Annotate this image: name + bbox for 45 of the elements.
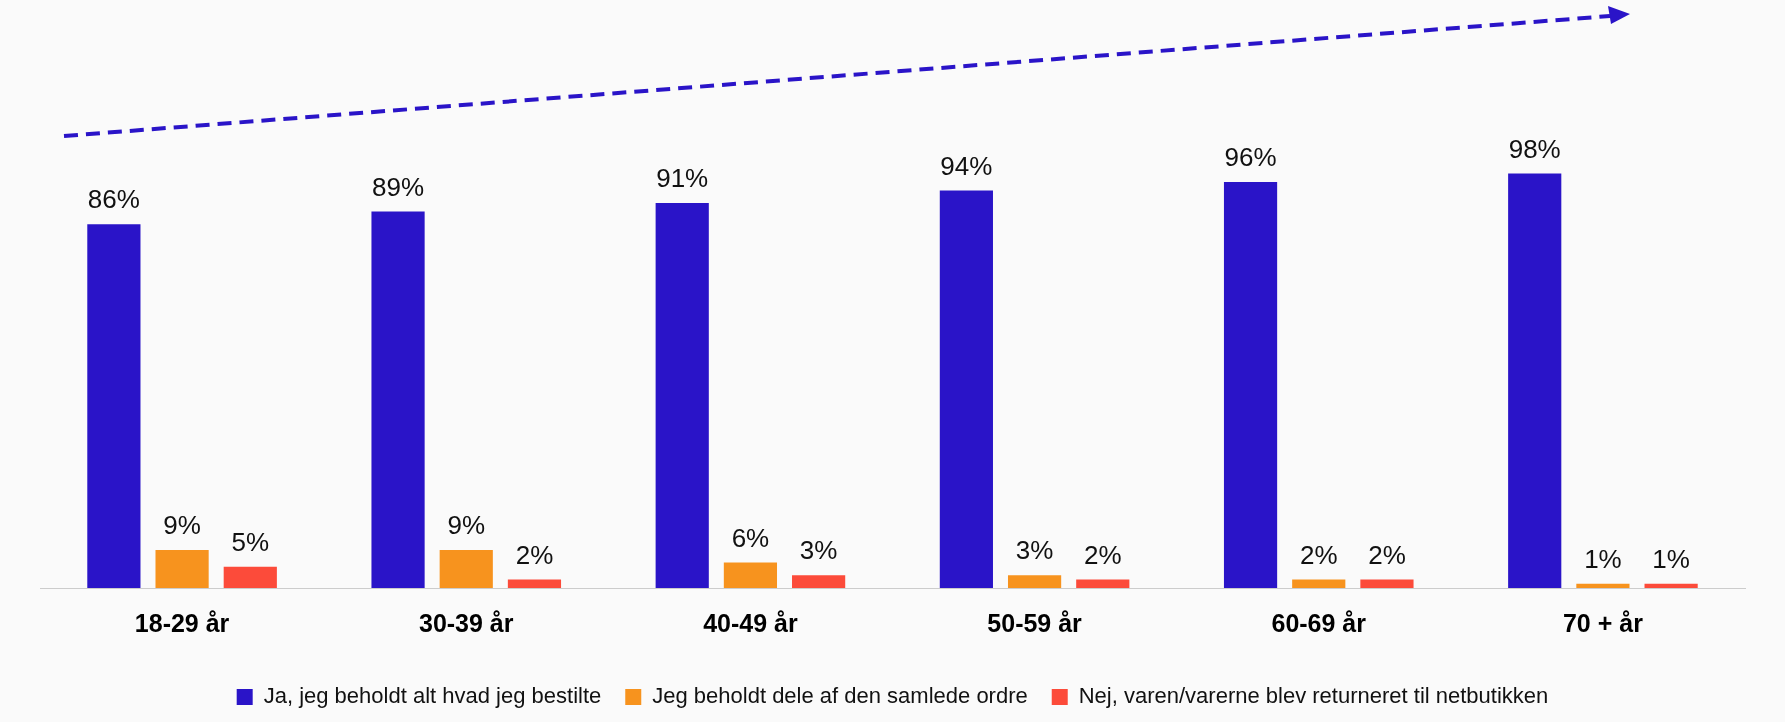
- data-label: 86%: [87, 184, 140, 215]
- data-label: 9%: [163, 510, 201, 541]
- data-label: 2%: [1368, 539, 1406, 570]
- x-tick-label: 40-49 år: [703, 608, 798, 637]
- x-tick-label: 60-69 år: [1271, 608, 1367, 637]
- bar: [1576, 583, 1630, 588]
- bar: [792, 575, 846, 588]
- bar: [1007, 575, 1062, 588]
- bar: [1076, 579, 1130, 588]
- bar: [655, 203, 709, 588]
- data-label: 89%: [372, 171, 425, 202]
- bar: [87, 224, 141, 588]
- x-tick-label: 18-29 år: [134, 608, 230, 637]
- bar: [1644, 583, 1698, 588]
- x-tick-label: 50-59 år: [987, 608, 1083, 637]
- data-label: 2%: [1083, 539, 1122, 570]
- data-label: 91%: [656, 163, 709, 194]
- data-label: 96%: [1224, 142, 1277, 173]
- data-label: 3%: [799, 535, 838, 566]
- data-label: 98%: [1508, 133, 1561, 164]
- data-label: 94%: [940, 150, 993, 181]
- bar: [1223, 181, 1278, 588]
- data-label: 5%: [231, 527, 270, 558]
- x-tick-label: 30-39 år: [418, 608, 514, 637]
- data-label: 6%: [731, 522, 770, 553]
- data-label: 1%: [1584, 543, 1622, 574]
- data-label: 1%: [1652, 543, 1690, 574]
- bar: [371, 211, 425, 588]
- x-tick-label: 70 + år: [1562, 608, 1644, 637]
- data-label: 9%: [447, 510, 486, 541]
- bar: [223, 566, 277, 588]
- data-label: 2%: [1299, 539, 1338, 570]
- legend-label: Jeg beholdt dele af den samlede ordre: [652, 683, 1028, 709]
- data-label: 2%: [515, 539, 554, 570]
- data-label: 3%: [1015, 535, 1054, 566]
- legend-label: Nej, varen/varerne blev returneret til netbutikken: [1078, 683, 1549, 709]
- bar: [507, 579, 562, 588]
- bar: [1292, 579, 1346, 588]
- legend-label: Ja, jeg beholdt alt hvad jeg bestilte: [263, 683, 602, 709]
- bar: [1360, 579, 1414, 588]
- bar: [155, 549, 209, 588]
- bar: [723, 562, 778, 588]
- bar: [1508, 173, 1562, 588]
- bar: [939, 190, 993, 588]
- bar: [439, 549, 493, 588]
